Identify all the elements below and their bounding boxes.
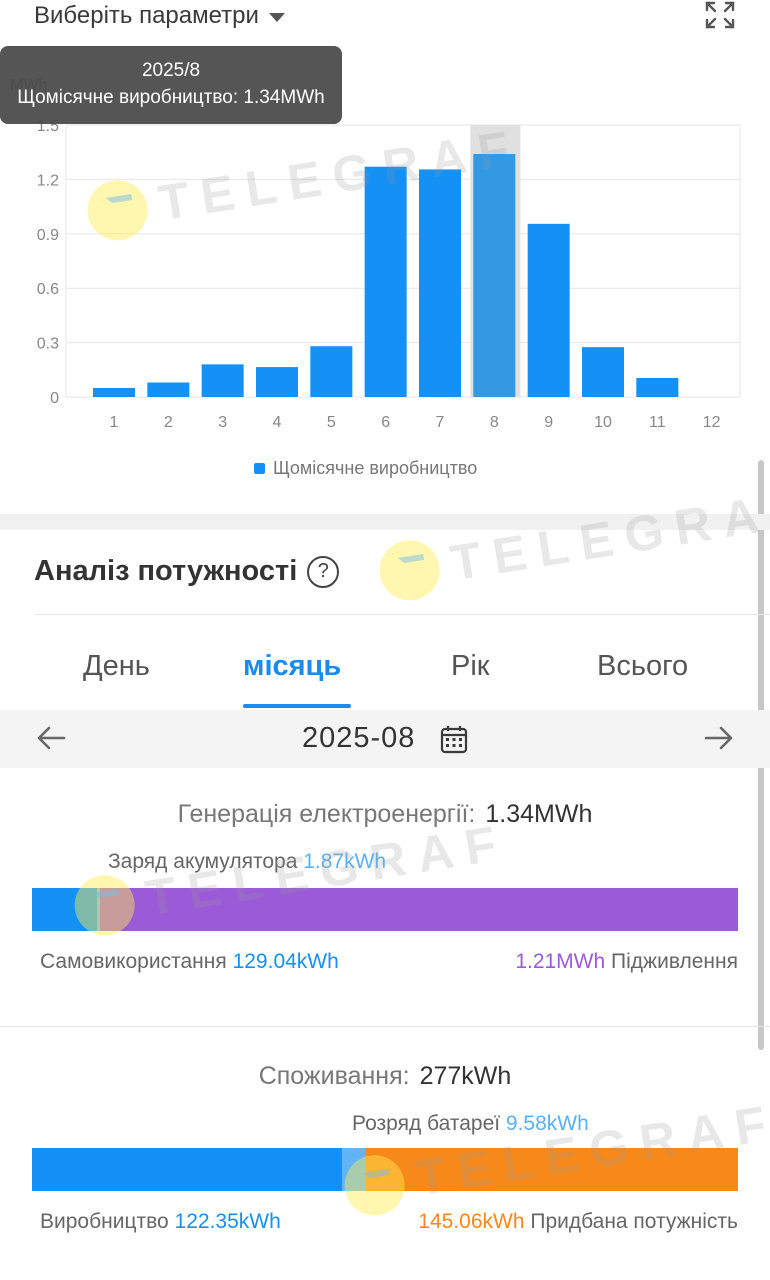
- consumption-value: 277kWh: [419, 1062, 512, 1090]
- parameter-select[interactable]: Виберіть параметри: [34, 2, 285, 30]
- y-tick-label: 0.6: [37, 281, 59, 298]
- self-use-segment: [32, 888, 97, 931]
- battery-charge-value: 1.87kWh: [303, 850, 387, 873]
- legend-label: Щомісячне виробництво: [273, 458, 478, 478]
- feed-in-value: 1.21MWh: [515, 950, 606, 973]
- date-navigator: 2025-08: [0, 710, 770, 768]
- arrow-right-icon[interactable]: [700, 720, 736, 756]
- x-tick-label: 11: [649, 414, 666, 431]
- production-label: Виробництво: [40, 1210, 169, 1233]
- calendar-icon[interactable]: [440, 724, 468, 754]
- x-tick-label: 4: [273, 414, 282, 431]
- x-tick-label: 12: [703, 414, 721, 431]
- self-use-value: 129.04kWh: [232, 950, 339, 973]
- consumption-split-bar: [32, 1148, 738, 1191]
- active-tab-indicator: [243, 704, 351, 708]
- generation-summary: Генерація електроенергії: 1.34MWh: [0, 800, 770, 829]
- x-tick-label: 9: [544, 414, 553, 431]
- bar-month-6: [364, 166, 407, 397]
- arrow-left-icon[interactable]: [34, 720, 70, 756]
- tab-month[interactable]: місяць: [243, 650, 342, 682]
- generation-value: 1.34MWh: [485, 800, 593, 828]
- purchased-value: 145.06kWh: [418, 1210, 525, 1233]
- tooltip-value: Щомісячне виробництво: 1.34MWh: [17, 87, 325, 108]
- x-tick-label: 7: [436, 414, 445, 431]
- x-tick-label: 10: [594, 414, 612, 431]
- section-title-text: Аналіз потужності: [34, 555, 298, 587]
- battery-charge: Заряд акумулятора 1.87kWh: [108, 850, 386, 874]
- production-value: 122.35kWh: [174, 1210, 281, 1233]
- battery-charge-label: Заряд акумулятора: [108, 850, 298, 873]
- consumption-label: Споживання:: [258, 1062, 410, 1090]
- battery-discharge: Розряд батареї 9.58kWh: [352, 1112, 589, 1136]
- x-tick-label: 3: [218, 414, 227, 431]
- parameter-select-label: Виберіть параметри: [34, 2, 259, 29]
- purchased-segment: [366, 1148, 738, 1191]
- divider: [34, 614, 770, 615]
- x-tick-label: 6: [381, 414, 390, 431]
- purchased-label: Придбана потужність: [530, 1210, 738, 1233]
- bar-month-10: [582, 347, 624, 397]
- top-bar: Виберіть параметри: [0, 0, 770, 40]
- period-tabs: День місяць Рік Всього: [0, 640, 770, 710]
- feed-in-segment: [100, 888, 738, 931]
- tab-total[interactable]: Всього: [597, 650, 689, 682]
- bar-month-8: [473, 154, 516, 397]
- battery-charge-segment: [97, 888, 100, 931]
- x-tick-label: 2: [164, 414, 173, 431]
- y-tick-label: 0.9: [37, 227, 59, 244]
- caret-down-icon: [268, 12, 285, 22]
- production-segment: [32, 1148, 342, 1191]
- bar-month-9: [527, 223, 570, 397]
- consumption-summary: Споживання: 277kWh: [0, 1062, 770, 1091]
- divider: [0, 1026, 770, 1027]
- fullscreen-icon[interactable]: [704, 0, 736, 30]
- section-divider: [0, 514, 770, 530]
- chart-legend[interactable]: Щомісячне виробництво: [254, 458, 477, 479]
- x-tick-label: 5: [327, 414, 336, 431]
- bar-month-5: [310, 346, 353, 397]
- tooltip-date: 2025/8: [141, 60, 201, 81]
- battery-discharge-segment: [342, 1148, 366, 1191]
- date-display[interactable]: 2025-08: [302, 722, 416, 754]
- bar-month-3: [201, 364, 244, 397]
- feed-in-label: Підживлення: [611, 950, 738, 973]
- tab-day[interactable]: День: [83, 650, 150, 682]
- bar-month-4: [256, 367, 298, 397]
- y-tick-label: 1.2: [37, 172, 59, 189]
- watermark-logo-icon: [375, 535, 444, 605]
- battery-discharge-value: 9.58kWh: [505, 1112, 589, 1135]
- generation-split-bar: [32, 888, 738, 931]
- y-tick-label: 0: [50, 390, 59, 407]
- legend-swatch: [254, 463, 265, 474]
- help-icon[interactable]: ?: [307, 555, 340, 588]
- self-use-label: Самовикористання: [40, 950, 227, 973]
- tab-year[interactable]: Рік: [451, 650, 490, 682]
- section-title: Аналіз потужності ?: [34, 555, 340, 588]
- bar-month-1: [93, 387, 135, 397]
- x-tick-label: 1: [110, 414, 119, 431]
- bar-month-2: [147, 382, 190, 397]
- battery-discharge-label: Розряд батареї: [352, 1112, 501, 1135]
- bar-month-11: [636, 377, 679, 397]
- bar-month-7: [419, 169, 461, 397]
- x-tick-label: 8: [490, 414, 499, 431]
- generation-label: Генерація електроенергії:: [177, 800, 476, 828]
- chart-tooltip: 2025/8 Щомісячне виробництво: 1.34MWh: [0, 46, 342, 124]
- y-tick-label: 0.3: [37, 336, 59, 353]
